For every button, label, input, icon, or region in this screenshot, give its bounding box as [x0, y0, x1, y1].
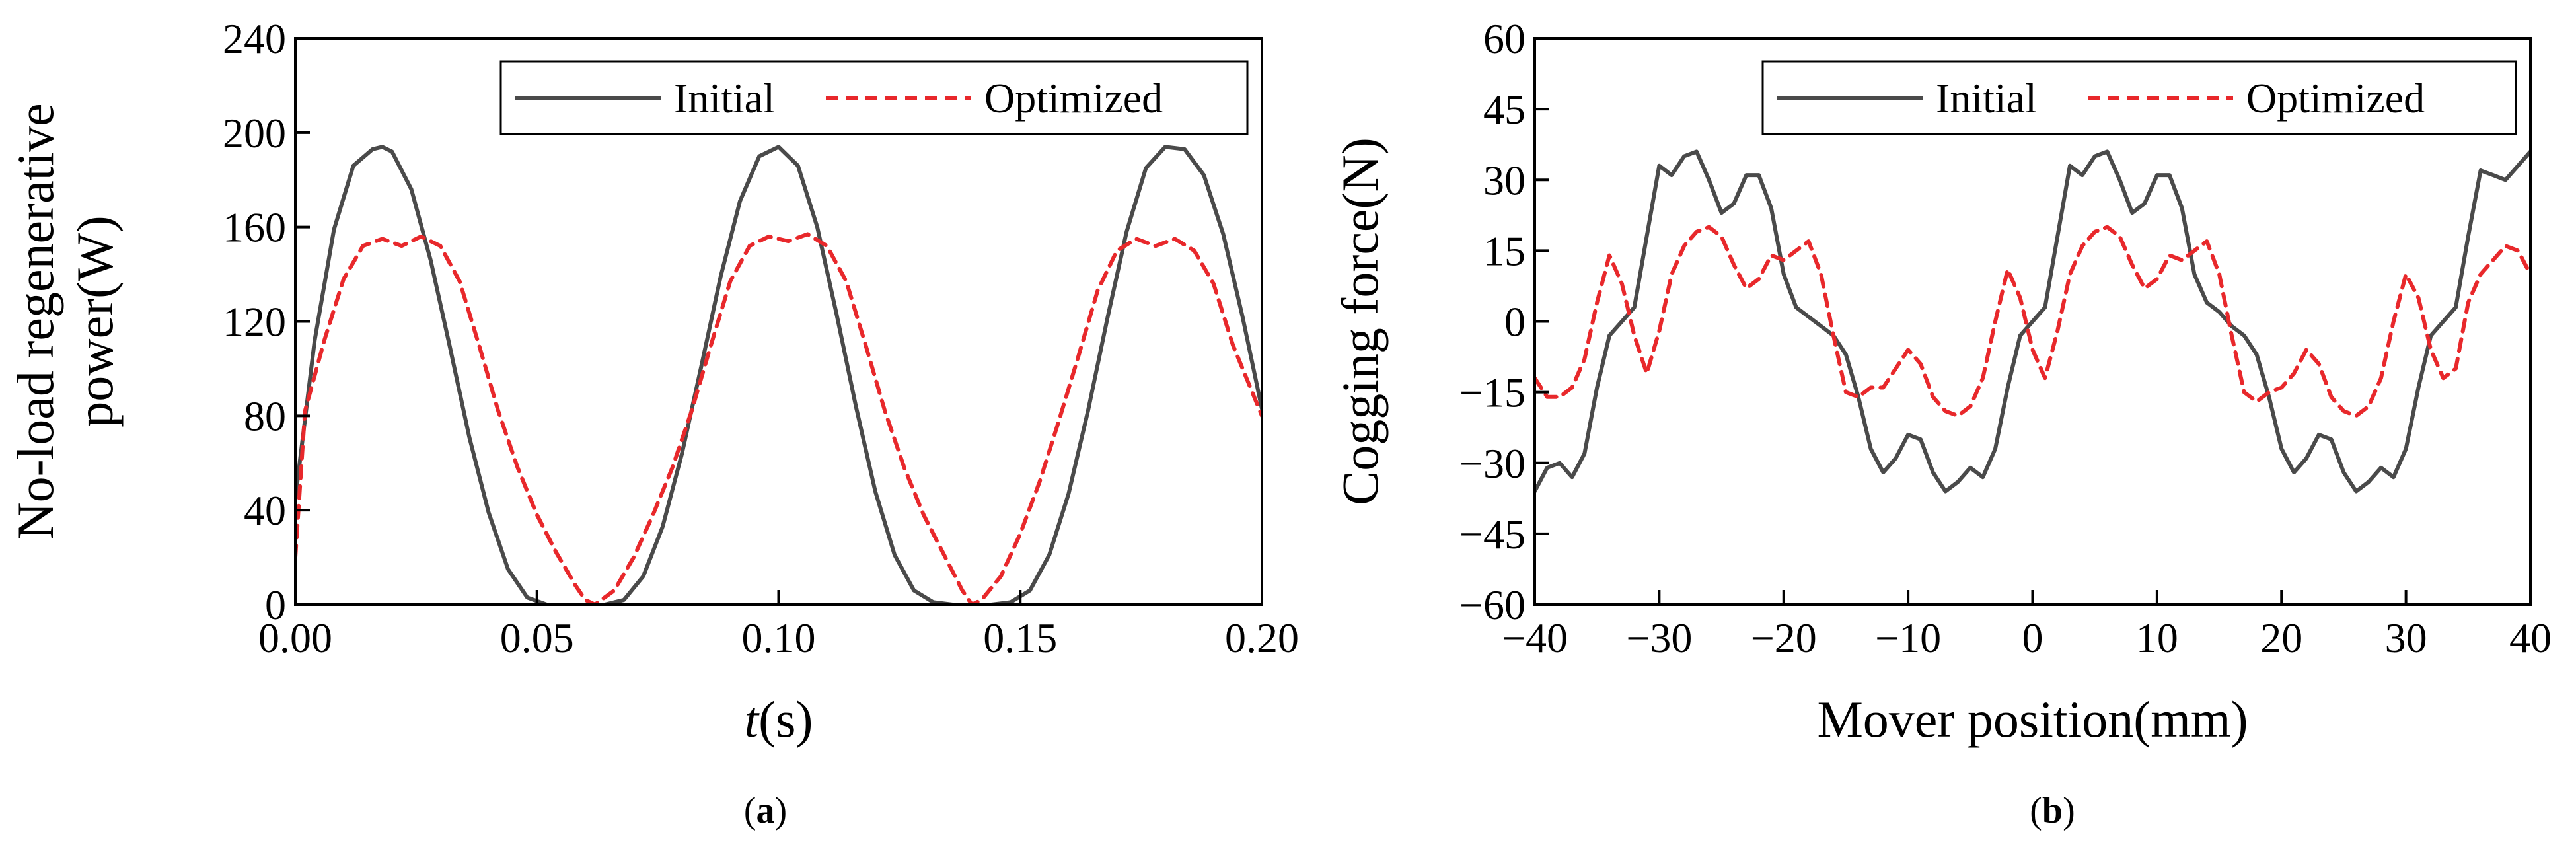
x-tick-label-b: −10 — [1875, 614, 1941, 661]
series-line-optimized-b — [1535, 225, 2530, 418]
y-tick-label-b: −45 — [1459, 511, 1526, 558]
x-tick-label-a: 0.20 — [1225, 614, 1299, 661]
legend-label-initial-b: Initial — [1936, 75, 2037, 122]
x-axis-title-a: t(s) — [745, 690, 813, 748]
legend-label-optimized-b: Optimized — [2246, 75, 2425, 122]
y-tick-label-a: 0 — [265, 581, 286, 628]
series-line-initial-b — [1535, 149, 2530, 494]
x-tick-label-b: −30 — [1626, 614, 1692, 661]
y-tick-label-b: −30 — [1459, 440, 1526, 487]
y-tick-label-b: −15 — [1459, 369, 1526, 416]
x-axis-title-variable-a: t — [745, 690, 760, 748]
y-tick-label-b: −60 — [1459, 581, 1526, 628]
x-tick-label-b: 0 — [2022, 614, 2043, 661]
caption-a: (a) — [744, 790, 787, 831]
y-tick-label-a: 80 — [244, 392, 286, 439]
y-tick-label-b: 15 — [1483, 227, 1526, 274]
ticks-layer-a: 0.00 0.05 0.10 0.15 0.20 0 40 80 120 160 200 240 — [223, 15, 1299, 661]
series-layer-b — [1535, 149, 2530, 494]
x-tick-label-b: 40 — [2509, 614, 2552, 661]
series-layer-a — [295, 145, 1262, 605]
y-axis-title-line1-a: No-load regenerative — [7, 103, 64, 540]
y-tick-label-a: 40 — [244, 487, 286, 534]
series-line-initial-a — [295, 145, 1262, 605]
x-tick-label-a: 0.15 — [983, 614, 1057, 661]
y-tick-label-b: 0 — [1504, 299, 1526, 346]
ticks-layer-b: −40 −30 −20 −10 0 10 20 30 40 −60 −45 −30 −15 0 15 30 45… — [1459, 15, 2552, 661]
x-tick-label-b: 10 — [2136, 614, 2178, 661]
plot-frame-b — [1533, 37, 2532, 606]
x-axis-title-b: Mover position(mm) — [1817, 690, 2248, 748]
x-tick-label-b: 20 — [2260, 614, 2302, 661]
legend-a: Initial Optimized — [499, 60, 1249, 135]
x-tick-label-b: −40 — [1502, 614, 1568, 661]
y-tick-label-b: 30 — [1483, 157, 1526, 204]
y-tick-label-a: 120 — [223, 299, 286, 346]
legend-b: Initial Optimized — [1761, 60, 2517, 135]
caption-b: (b) — [2030, 790, 2075, 831]
series-line-optimized-a — [295, 232, 1262, 605]
chart-panel-a: 0.00 0.05 0.10 0.15 0.20 0 40 80 120 160 200 240 In… — [7, 15, 1299, 831]
y-tick-label-b: 60 — [1483, 15, 1526, 62]
y-tick-label-a: 240 — [223, 15, 286, 62]
y-tick-label-b: 45 — [1483, 86, 1526, 133]
x-tick-label-a: 0.10 — [742, 614, 816, 661]
plot-frame-a — [294, 37, 1263, 606]
x-tick-label-b: −20 — [1751, 614, 1817, 661]
caption-label-a: a — [756, 790, 775, 831]
legend-label-initial-a: Initial — [674, 75, 775, 122]
chart-panel-b: −40 −30 −20 −10 0 10 20 30 40 −60 −45 −30 −15 0 15 30 45… — [1331, 15, 2552, 831]
y-axis-title-b: Cogging force(N) — [1331, 137, 1389, 505]
y-axis-title-line2-a: power(W) — [66, 215, 124, 427]
x-tick-label-b: 30 — [2385, 614, 2427, 661]
y-tick-label-a: 160 — [223, 204, 286, 251]
legend-label-optimized-a: Optimized — [984, 75, 1163, 122]
caption-label-b: b — [2042, 790, 2063, 831]
x-tick-label-a: 0.05 — [500, 614, 574, 661]
y-tick-label-a: 200 — [223, 110, 286, 157]
x-axis-title-unit-a: (s) — [758, 690, 813, 748]
x-tick-label-a: 0.00 — [258, 614, 332, 661]
